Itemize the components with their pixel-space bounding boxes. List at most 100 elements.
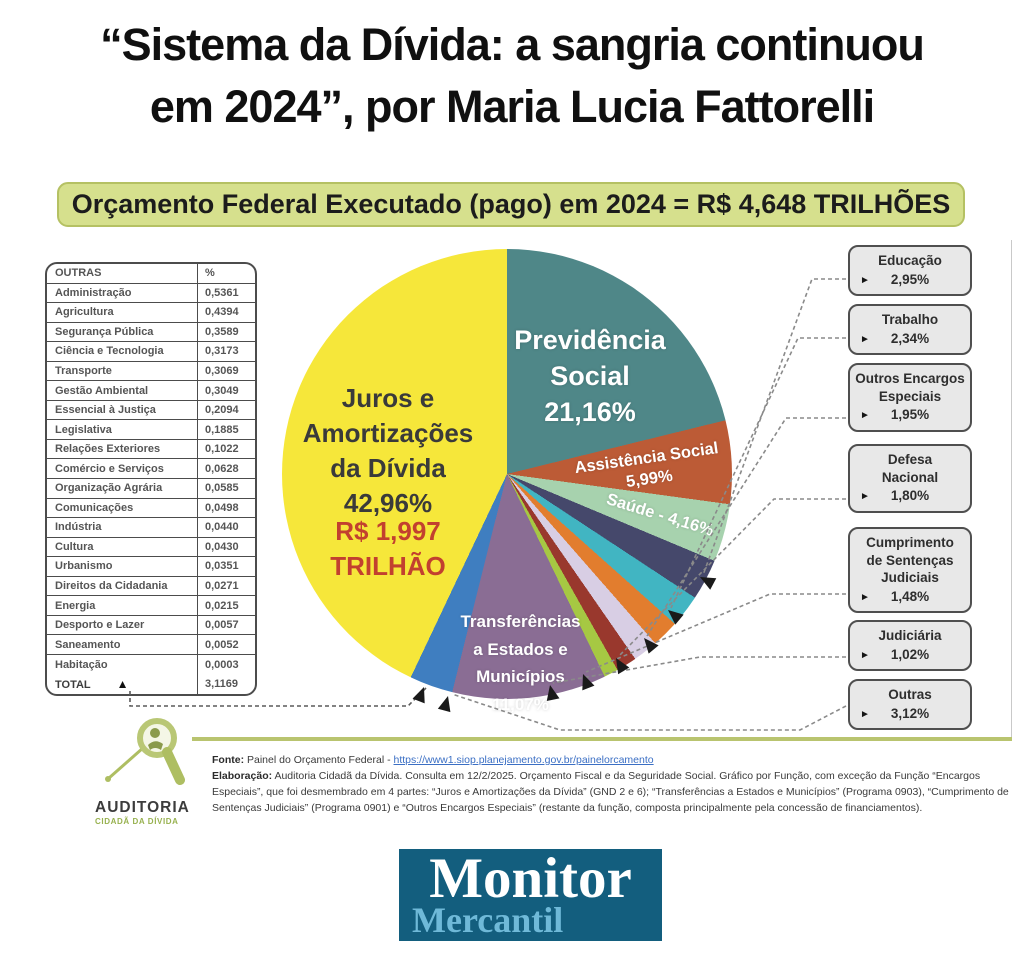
callout-outras: Outras ► 3,12% (848, 679, 972, 730)
right-arrow-icon: ► (860, 708, 870, 720)
row-value: 0,0057 (197, 615, 255, 635)
table-total-label: TOTAL ▲ (47, 677, 197, 691)
callout-defesa-nacional: Defesa Nacional ► 1,80% (848, 444, 972, 513)
table-row: Organização Agrária 0,0585 (47, 479, 255, 499)
row-value: 0,0498 (197, 498, 255, 518)
source-link[interactable]: https://www1.siop.planejamento.gov.br/pa… (393, 754, 654, 766)
row-label: Energia (55, 599, 96, 612)
row-label: Gestão Ambiental (55, 384, 149, 397)
row-label: Saneamento (55, 638, 121, 651)
juros-line3: da Dívida (330, 453, 446, 483)
magnifier-icon (105, 718, 185, 785)
table-row: Urbanismo 0,0351 (47, 557, 255, 577)
row-label: Transporte (55, 365, 112, 377)
table-row: Transporte 0,3069 (47, 361, 255, 382)
table-row: Habitação 0,0003 (47, 654, 255, 675)
row-label: Agricultura (55, 306, 114, 319)
juros-line1: Juros e (341, 383, 435, 413)
callout-label-line: Outros Encargos (855, 371, 965, 386)
source-label: Fonte: (212, 754, 245, 766)
table-header-value: % (197, 264, 255, 283)
elaboration-label: Elaboração: (212, 770, 273, 782)
row-label: Comércio e Serviços (55, 462, 164, 475)
callout-percent-row: ► 2,34% (853, 330, 967, 348)
right-arrow-icon: ► (860, 333, 870, 345)
row-label: Desporto e Lazer (55, 619, 145, 632)
row-value: 0,5361 (197, 283, 255, 303)
right-arrow-icon: ► (860, 410, 870, 421)
mercantil-wordmark: Mercantil (412, 900, 564, 940)
transferencias-line2: a Estados e (473, 639, 568, 659)
callout-label-line: Outras (888, 687, 932, 702)
callout-label-line: Judiciária (878, 628, 942, 643)
callout-judiciaria: Judiciária ► 1,02% (848, 620, 972, 671)
row-value: 0,0440 (197, 518, 255, 537)
callout-outros-encargos: Outros Encargos Especiais ► 1,95% (848, 363, 972, 432)
callout-label-line: Especiais (878, 388, 942, 404)
callout-percent: 2,34% (890, 330, 930, 346)
right-arrow-icon: ► (860, 649, 870, 661)
juros-line2: Amortizações (302, 418, 474, 448)
callout-percent: 3,12% (890, 705, 930, 721)
callout-label-line: de Sentenças (866, 552, 954, 568)
title-line-2: em 2024”, por Maria Lucia Fattorelli (149, 81, 875, 132)
row-value: 0,0585 (197, 479, 255, 498)
row-label: Habitação (55, 658, 108, 671)
callout-label-line: Defesa (887, 452, 933, 467)
row-value: 0,0271 (197, 576, 255, 596)
row-label: Essencial à Justiça (55, 404, 156, 417)
callout-percent-row: ► 1,95% (853, 406, 967, 424)
callout-trabalho: Trabalho ► 2,34% (848, 304, 972, 355)
table-row: Comércio e Serviços 0,0628 (47, 459, 255, 480)
callout-cumprimento: Cumprimento de Sentenças Judiciais ► 1,48% (848, 527, 972, 613)
callout-percent: 1,48% (890, 588, 930, 604)
row-value: 0,0215 (197, 596, 255, 615)
previdencia-line2: Social (550, 361, 630, 391)
outras-table: OUTRAS % Administração 0,5361 Agricultura 0… (45, 262, 257, 696)
juros-percent: 42,96% (343, 488, 433, 518)
row-label: Segurança Pública (55, 325, 154, 338)
callout-label-line: Trabalho (881, 312, 939, 327)
right-arrow-icon: ► (860, 491, 870, 502)
credits-text: Fonte: Painel do Orçamento Federal - htt… (212, 752, 1010, 816)
callout-label-line: Cumprimento (866, 535, 954, 550)
row-value: 0,4394 (197, 303, 255, 322)
callout-percent-row: ► 3,12% (853, 705, 967, 723)
total-text: TOTAL (55, 679, 91, 692)
juros-amount-line2: TRILHÃO (330, 551, 446, 581)
table-row: Segurança Pública 0,3589 (47, 322, 255, 343)
budget-total-banner: Orçamento Federal Executado (pago) em 20… (57, 182, 965, 227)
table-total-value: 3,1169 (197, 674, 255, 694)
table-row: Indústria 0,0440 (47, 518, 255, 538)
table-row: Essencial à Justiça 0,2094 (47, 400, 255, 421)
row-label: Direitos da Cidadania (55, 580, 168, 593)
title-line-1: “Sistema da Dívida: a sangria continuou (100, 19, 925, 70)
elaboration-text: Auditoria Cidadã da Dívida. Consulta em … (212, 770, 1009, 814)
row-label: Organização Agrária (55, 482, 163, 495)
row-label: Cultura (55, 540, 94, 553)
previdencia-percent: 21,16% (544, 397, 636, 427)
previdencia-line1: Previdência (514, 325, 666, 355)
transferencias-percent: 11,07% (492, 694, 549, 714)
callout-percent: 1,02% (890, 646, 930, 662)
callout-label-line: Educação (878, 253, 942, 268)
footer-separator-line (192, 737, 1012, 741)
table-row: Desporto e Lazer 0,0057 (47, 615, 255, 636)
table-row: Cultura 0,0430 (47, 537, 255, 558)
outras-table-body: Administração 0,5361 Agricultura 0,4394 Segu… (47, 283, 255, 675)
source-text: Painel do Orçamento Federal - (247, 754, 394, 766)
right-border-line (1011, 240, 1012, 738)
callout-percent-row: ► 1,02% (853, 646, 967, 664)
row-label: Indústria (55, 521, 102, 534)
table-row: Comunicações 0,0498 (47, 498, 255, 519)
row-label: Ciência e Tecnologia (55, 345, 164, 358)
pie-label-juros-amount: R$ 1,997 TRILHÃO (283, 514, 493, 584)
row-value: 0,0628 (197, 459, 255, 479)
row-value: 0,3069 (197, 361, 255, 381)
pie-label-previdencia: Previdência Social 21,16% (490, 322, 690, 430)
row-label: Relações Exteriores (55, 443, 161, 456)
table-row: Administração 0,5361 (47, 283, 255, 304)
row-value: 0,2094 (197, 400, 255, 420)
table-total-row: TOTAL ▲ 3,1169 (47, 674, 255, 694)
